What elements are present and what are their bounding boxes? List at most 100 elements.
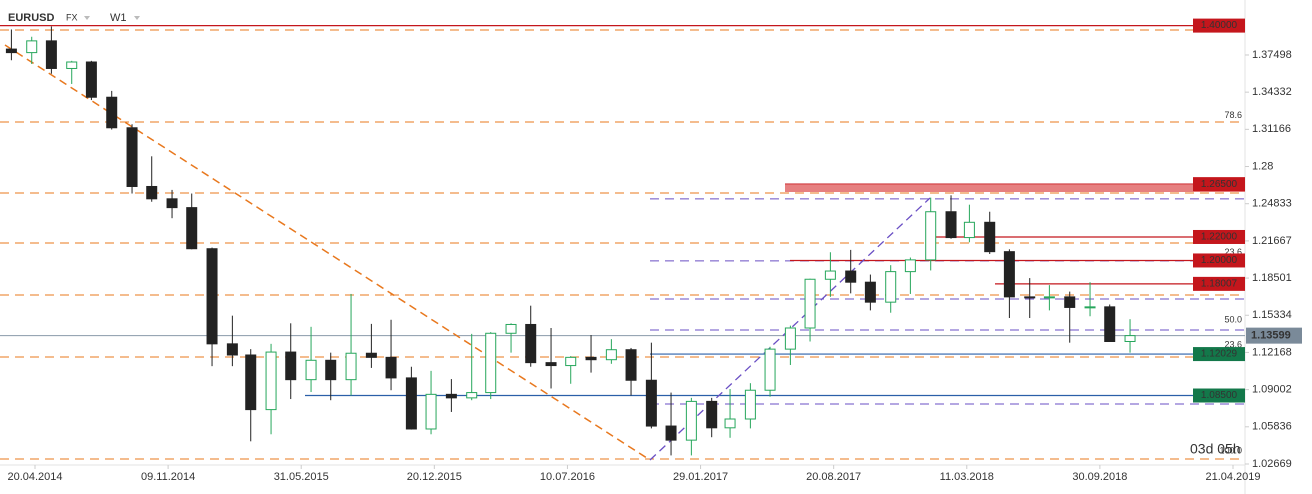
- candle-body: [945, 211, 957, 239]
- y-tick-label: 1.09002: [1252, 384, 1292, 396]
- candle-body: [744, 389, 756, 420]
- x-tick-label: 29.01.2017: [673, 471, 728, 483]
- candle-body: [146, 185, 158, 200]
- fib-label: 100.0: [1219, 446, 1242, 456]
- candle-body: [625, 349, 637, 381]
- candle-body: [585, 356, 597, 361]
- bar-timer: 03d 05h: [1190, 441, 1241, 457]
- candle-body: [565, 356, 577, 367]
- candle-body: [984, 221, 996, 253]
- candle-body: [1024, 296, 1036, 299]
- market: FX: [66, 12, 78, 22]
- candle-body: [605, 349, 617, 361]
- fib-label: 78.6: [1224, 110, 1242, 120]
- dropdown-arrow[interactable]: [84, 16, 90, 20]
- level-label: 1.20000: [1201, 255, 1238, 266]
- candle-body: [764, 348, 776, 391]
- candle-body: [1003, 251, 1015, 298]
- candle-body: [485, 332, 497, 394]
- y-tick-label: 1.02669: [1252, 458, 1292, 470]
- candle-body: [904, 259, 916, 273]
- level-badge: [1193, 276, 1245, 291]
- candle-body: [925, 211, 937, 261]
- candle-body: [305, 359, 317, 381]
- x-tick-label: 09.11.2014: [141, 471, 195, 483]
- y-tick-label: 1.34332: [1252, 86, 1292, 98]
- x-tick-label: 20.04.2014: [7, 471, 62, 483]
- candle-body: [845, 270, 857, 283]
- candle-body: [963, 221, 975, 239]
- candle-body: [345, 352, 357, 381]
- y-tick-label: 1.37498: [1252, 49, 1292, 61]
- candle-body: [245, 354, 257, 411]
- candle-body: [45, 40, 57, 69]
- x-tick-label: 21.04.2019: [1205, 471, 1260, 483]
- candle-body: [545, 362, 557, 367]
- level-badge: [1193, 347, 1245, 362]
- symbol[interactable]: EURUSD: [8, 12, 55, 24]
- y-tick-label: 1.21667: [1252, 235, 1292, 247]
- trend-line: [649, 197, 931, 461]
- y-tick-label: 1.31166: [1252, 123, 1291, 135]
- y-tick-label: 1.28: [1252, 160, 1273, 172]
- candle-body: [325, 359, 337, 381]
- resistance-zone: [785, 184, 1245, 192]
- level-badge: [1193, 229, 1245, 244]
- candle-body: [685, 400, 697, 441]
- fib-label: 23.6: [1224, 247, 1242, 257]
- y-tick-label: 1.24833: [1252, 198, 1292, 210]
- y-tick-label: 1.18501: [1252, 272, 1292, 284]
- candle-body: [285, 351, 297, 381]
- trend-line: [4, 44, 651, 461]
- candle-body: [824, 270, 836, 280]
- candle-body: [505, 323, 517, 334]
- candle-body: [66, 61, 78, 69]
- level-label: 1.26500: [1201, 179, 1238, 190]
- level-label: 1.12029: [1201, 349, 1238, 360]
- candle-body: [864, 281, 876, 303]
- candle-body: [85, 61, 97, 98]
- last-price-badge: [1246, 327, 1302, 344]
- candle-body: [784, 327, 796, 350]
- candle-body: [445, 393, 457, 399]
- candle-body: [645, 379, 657, 427]
- timeframe[interactable]: W1: [110, 12, 127, 24]
- candle-body: [724, 418, 736, 429]
- last-price-label: 1.13599: [1251, 330, 1291, 342]
- candle-body: [665, 425, 677, 441]
- candle-body: [405, 377, 417, 430]
- level-label: 1.18007: [1201, 279, 1238, 290]
- candle-body: [1084, 306, 1096, 309]
- level-badge: [1193, 253, 1245, 268]
- candle-body: [365, 352, 377, 358]
- x-tick-label: 10.07.2016: [540, 471, 595, 483]
- candle-body: [226, 343, 238, 356]
- candle-body: [206, 248, 218, 345]
- level-badge: [1193, 18, 1245, 33]
- candle-body: [525, 323, 537, 364]
- y-tick-label: 1.05836: [1252, 421, 1292, 433]
- x-tick-label: 20.08.2017: [806, 471, 861, 483]
- level-badge: [1193, 177, 1245, 192]
- candle-body: [466, 392, 478, 399]
- level-badge: [1193, 388, 1245, 403]
- x-tick-label: 20.12.2015: [407, 471, 462, 483]
- level-label: 1.40000: [1201, 20, 1238, 31]
- fib-label: 50.0: [1224, 315, 1242, 325]
- y-tick-label: 1.12168: [1252, 346, 1292, 358]
- candle-body: [1124, 335, 1136, 342]
- x-tick-label: 30.09.2018: [1072, 471, 1127, 483]
- x-tick-label: 31.05.2015: [274, 471, 329, 483]
- candle-body: [5, 48, 17, 54]
- candle-body: [425, 393, 437, 430]
- candle-body: [265, 351, 277, 411]
- candle-body: [706, 400, 718, 429]
- dropdown-arrow[interactable]: [134, 16, 140, 20]
- candle-body: [885, 271, 897, 303]
- candle-body: [385, 356, 397, 379]
- candle-body: [1043, 296, 1055, 299]
- x-tick-label: 11.03.2018: [940, 471, 994, 483]
- fib-label: 23.6: [1224, 339, 1242, 349]
- level-label: 1.08500: [1201, 390, 1238, 401]
